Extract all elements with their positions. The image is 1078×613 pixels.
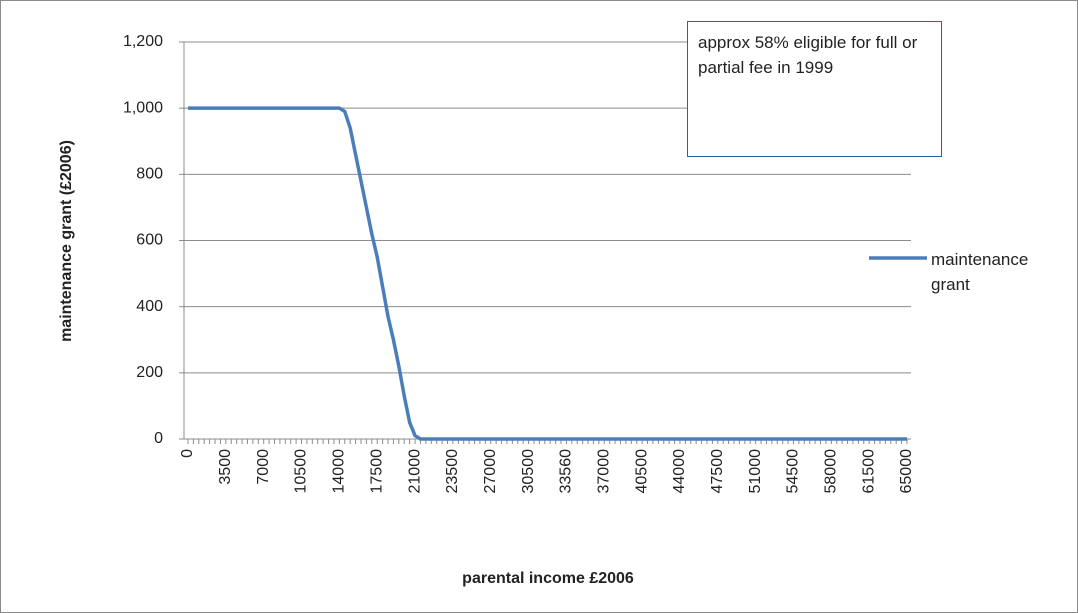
x-tick-label: 47500: [709, 449, 726, 494]
x-tick-label: 61500: [860, 449, 877, 494]
x-tick-label: 23500: [444, 449, 461, 494]
x-tick-label: 54500: [785, 449, 802, 494]
x-tick-label: 33560: [558, 449, 575, 494]
y-tick-label: 1,200: [123, 33, 163, 50]
y-axis-title: maintenance grant (£2006): [58, 140, 75, 342]
x-tick-label: 0: [179, 449, 196, 458]
x-tick-label: 30500: [520, 449, 537, 494]
x-tick-label: 27000: [482, 449, 499, 494]
x-tick-label: 10500: [293, 449, 310, 494]
legend-label: maintenance grant: [931, 250, 1029, 294]
x-tick-label: 14000: [331, 449, 348, 494]
x-tick-label: 65000: [898, 449, 915, 494]
x-tick-label: 37000: [595, 449, 612, 494]
y-tick-label: 0: [154, 430, 163, 447]
y-tick-label: 600: [136, 232, 163, 249]
x-tick-label: 44000: [671, 449, 688, 494]
y-tick-label: 400: [136, 298, 163, 315]
annotation: approx 58% eligible for full or partial …: [687, 21, 942, 157]
x-tick-label: 58000: [823, 449, 840, 494]
x-tick-label: 40500: [633, 449, 650, 494]
line: [188, 106, 907, 441]
x-tick-label: 51000: [747, 449, 764, 494]
y-tick-label: 200: [136, 364, 163, 381]
x-tick-label: 17500: [368, 449, 385, 494]
y-tick-label: 1,000: [123, 99, 163, 116]
x-tick-label: 3500: [217, 449, 234, 485]
x-axis-title: parental income £2006: [462, 570, 634, 587]
y-tick-label: 800: [136, 166, 163, 183]
x-tick-label: 21000: [406, 449, 423, 494]
x-tick-label: 7000: [255, 449, 272, 485]
